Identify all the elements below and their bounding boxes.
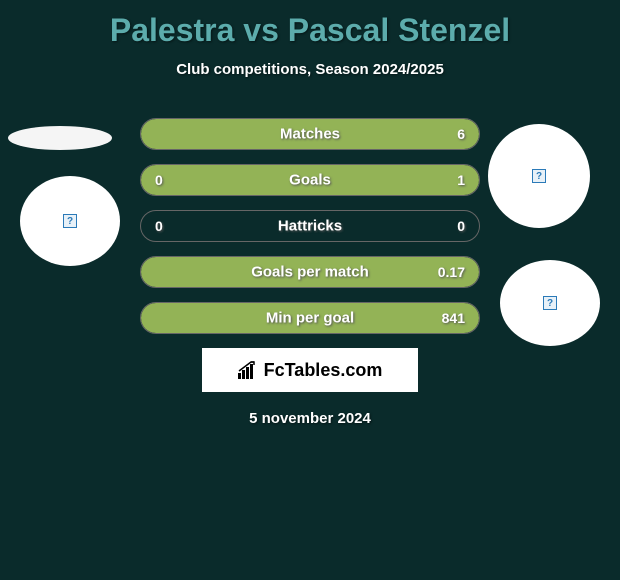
stat-value-right: 841	[442, 310, 465, 326]
stat-value-right: 0	[457, 218, 465, 234]
bar-chart-icon	[238, 361, 260, 379]
stat-row-goals: 0 Goals 1	[140, 164, 480, 196]
stat-label: Matches	[280, 126, 340, 143]
player-right-team-circle: ?	[488, 124, 590, 228]
stat-value-left: 0	[155, 172, 163, 188]
stat-label: Min per goal	[266, 310, 354, 327]
fctables-logo: FcTables.com	[202, 348, 418, 392]
stat-label: Goals	[289, 172, 331, 189]
player-left-avatar-circle: ?	[20, 176, 120, 266]
date-text: 5 november 2024	[0, 410, 620, 427]
stat-label: Hattricks	[278, 218, 342, 235]
stat-value-right: 0.17	[438, 264, 465, 280]
stat-label: Goals per match	[251, 264, 369, 281]
logo-label: FcTables.com	[264, 360, 383, 381]
stat-row-goals-per-match: Goals per match 0.17	[140, 256, 480, 288]
placeholder-image-icon: ?	[532, 169, 546, 183]
player-right-avatar-circle: ?	[500, 260, 600, 346]
stat-row-min-per-goal: Min per goal 841	[140, 302, 480, 334]
player-left-team-ellipse	[8, 126, 112, 150]
stat-value-right: 1	[457, 172, 465, 188]
stat-value-left: 0	[155, 218, 163, 234]
stat-row-hattricks: 0 Hattricks 0	[140, 210, 480, 242]
subtitle: Club competitions, Season 2024/2025	[0, 61, 620, 78]
page-title: Palestra vs Pascal Stenzel	[0, 0, 620, 49]
placeholder-image-icon: ?	[543, 296, 557, 310]
stats-container: Matches 6 0 Goals 1 0 Hattricks 0 Goals …	[140, 118, 480, 334]
logo-text: FcTables.com	[238, 360, 383, 381]
placeholder-image-icon: ?	[63, 214, 77, 228]
stat-value-right: 6	[457, 126, 465, 142]
stat-row-matches: Matches 6	[140, 118, 480, 150]
